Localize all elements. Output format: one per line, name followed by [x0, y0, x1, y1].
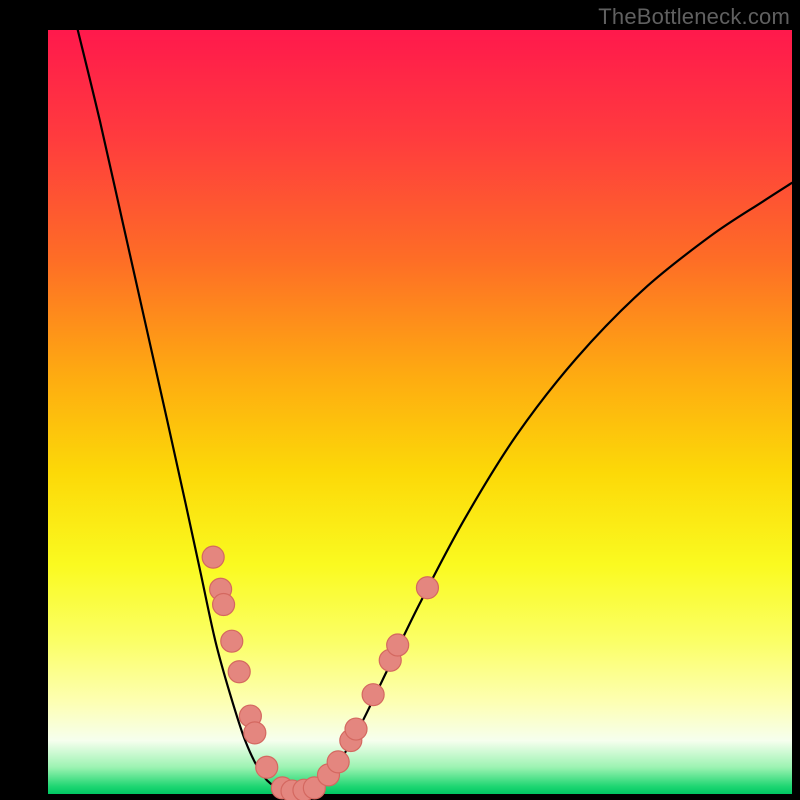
data-marker — [228, 661, 250, 683]
bottleneck-chart — [0, 0, 800, 800]
chart-container: TheBottleneck.com — [0, 0, 800, 800]
watermark-label: TheBottleneck.com — [598, 4, 790, 30]
data-marker — [213, 594, 235, 616]
data-marker — [345, 718, 367, 740]
data-marker — [221, 630, 243, 652]
data-marker — [244, 722, 266, 744]
data-marker — [387, 634, 409, 656]
data-marker — [362, 684, 384, 706]
data-marker — [416, 577, 438, 599]
data-marker — [202, 546, 224, 568]
data-marker — [327, 751, 349, 773]
data-marker — [256, 756, 278, 778]
